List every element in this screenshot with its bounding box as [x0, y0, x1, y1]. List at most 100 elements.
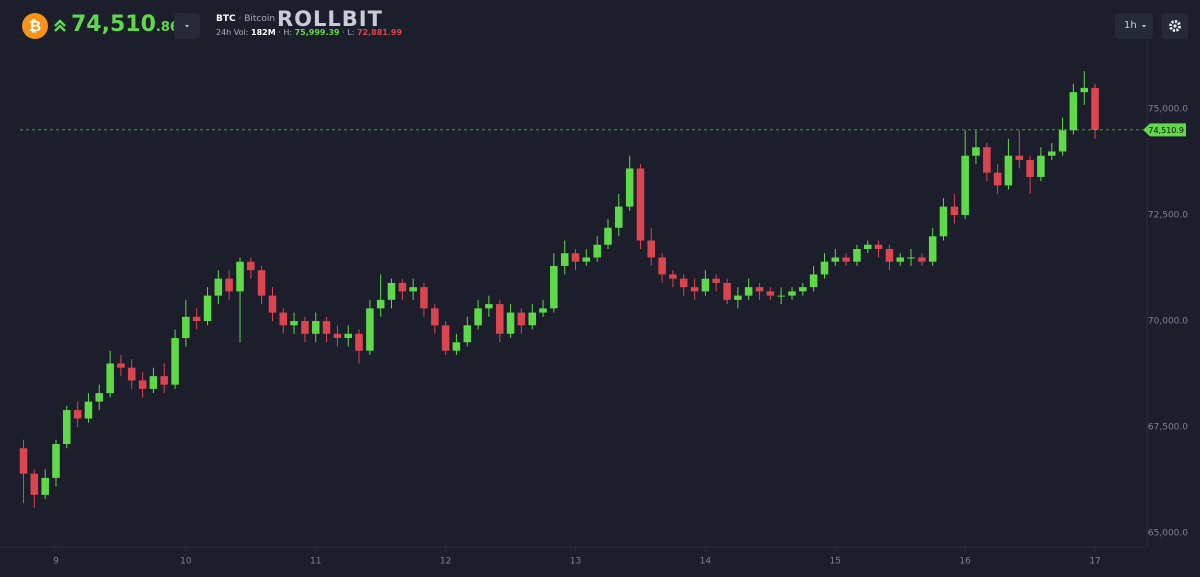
candle-body	[73, 410, 82, 419]
candle-body	[755, 287, 764, 292]
x-tick-label: 15	[830, 557, 841, 567]
interval-arrow	[1142, 25, 1146, 28]
candle-body	[1058, 130, 1067, 152]
candle-body	[117, 363, 125, 368]
candle-body	[1069, 92, 1078, 131]
candle-body	[636, 168, 645, 241]
y-tick-label: 67,500.0	[1148, 423, 1188, 433]
candle-body	[853, 248, 861, 262]
low: 72,881.99	[356, 28, 403, 37]
candle-body	[993, 172, 1002, 186]
candle-body	[690, 287, 699, 292]
candle-body	[160, 376, 168, 385]
y-tick-label: 70,000.0	[1148, 317, 1188, 327]
candle-body	[571, 253, 580, 262]
candle-body	[485, 304, 493, 309]
candle-body	[41, 477, 49, 495]
candle-body	[885, 248, 894, 262]
candle-body	[669, 274, 677, 279]
up-icon	[54, 19, 66, 32]
settings-button[interactable]	[1162, 13, 1188, 39]
candle-body	[766, 291, 775, 296]
candle-body	[268, 295, 277, 313]
interval: 1h	[1124, 20, 1137, 31]
last-price-label: 74,510.9	[1148, 126, 1184, 135]
candle-body	[972, 147, 980, 156]
candle-body	[376, 299, 385, 309]
candle-body	[257, 270, 266, 296]
candle-body	[1004, 155, 1013, 186]
candle-body	[1026, 159, 1034, 177]
x-tick-label: 17	[1089, 557, 1100, 567]
candle-body	[1015, 155, 1024, 160]
candle-body	[409, 287, 417, 292]
candle-body	[301, 321, 309, 334]
candle-body	[918, 257, 926, 262]
candle-body	[452, 342, 461, 351]
dropdown-arrow	[185, 25, 189, 28]
candle-body	[322, 321, 331, 334]
candle-body	[84, 401, 93, 419]
candle-body	[820, 261, 829, 275]
candle-body	[182, 316, 190, 339]
candle-body	[431, 308, 439, 326]
candle-body	[961, 155, 969, 216]
candle-body	[463, 325, 472, 343]
candle-body	[658, 257, 666, 275]
candle-body	[1080, 87, 1089, 93]
symbol-line: BTC · Bitcoin	[216, 14, 275, 24]
candle-body	[311, 321, 320, 334]
x-tick-label: 12	[440, 557, 451, 567]
candle-body	[127, 367, 136, 381]
candle-body	[723, 282, 731, 300]
candle-body	[647, 240, 656, 258]
vol: 182M	[251, 28, 276, 37]
symbol: BTC	[216, 14, 236, 24]
price-decimals: .86	[155, 20, 179, 35]
candle-body	[474, 308, 482, 326]
candle-body	[236, 261, 244, 292]
candle-body	[366, 308, 374, 351]
candle-body	[842, 257, 850, 262]
candle-body	[604, 227, 612, 245]
market-dropdown[interactable]	[174, 13, 200, 39]
candle-body	[506, 312, 515, 334]
x-tick-label: 16	[959, 557, 971, 567]
low-label: · L:	[342, 28, 355, 37]
x-tick-label: 9	[53, 557, 59, 567]
candle-body	[247, 261, 255, 271]
candle-body	[950, 206, 959, 216]
candle-body	[550, 265, 558, 309]
candle-body	[777, 295, 785, 297]
candle-body	[203, 295, 212, 322]
interval-button[interactable]: 1h	[1115, 13, 1153, 39]
candle-body	[874, 244, 883, 249]
x-tick-label: 14	[700, 557, 712, 567]
candle-body	[344, 333, 352, 339]
candle-body	[939, 206, 948, 237]
candle-body	[106, 363, 114, 394]
brand-logo: ROLLBIT	[277, 7, 383, 31]
candle-body	[420, 287, 428, 309]
candle-body	[983, 147, 991, 173]
candle-body	[582, 257, 591, 262]
candle-body	[712, 278, 720, 283]
candle-body	[625, 168, 634, 207]
candle-body	[333, 333, 342, 339]
candle-body	[799, 287, 807, 292]
candle-body	[788, 291, 796, 296]
candle-body	[1037, 155, 1045, 177]
candle-body	[398, 282, 407, 292]
stats-line: 24h Vol: 182M · H: 75,999.39 · L: 72,881…	[216, 28, 402, 37]
candle-body	[214, 278, 223, 296]
candle-body	[701, 278, 710, 292]
candle-body	[1048, 151, 1056, 156]
candle-body	[441, 325, 450, 351]
candle-body	[355, 333, 363, 351]
candle-body	[171, 338, 179, 385]
candle-body	[290, 321, 298, 326]
candle-body	[907, 257, 915, 259]
candle-body	[744, 287, 753, 296]
